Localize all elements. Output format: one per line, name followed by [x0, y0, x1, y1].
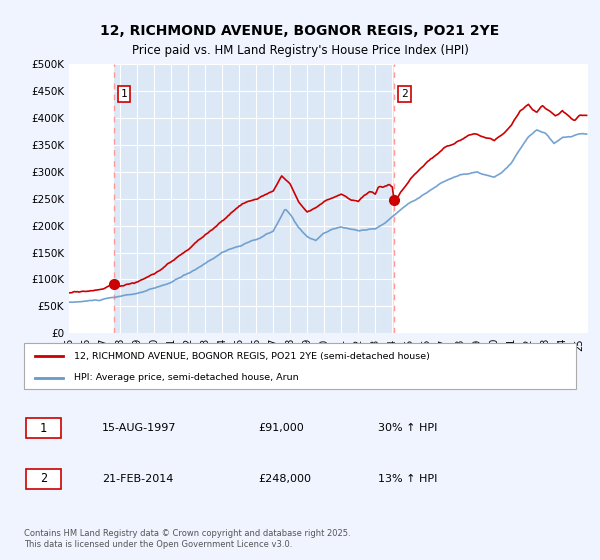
Text: 2: 2: [40, 472, 47, 486]
Text: Contains HM Land Registry data © Crown copyright and database right 2025.
This d: Contains HM Land Registry data © Crown c…: [24, 529, 350, 549]
Text: HPI: Average price, semi-detached house, Arun: HPI: Average price, semi-detached house,…: [74, 373, 298, 382]
Text: 12, RICHMOND AVENUE, BOGNOR REGIS, PO21 2YE (semi-detached house): 12, RICHMOND AVENUE, BOGNOR REGIS, PO21 …: [74, 352, 430, 361]
FancyBboxPatch shape: [26, 418, 61, 438]
FancyBboxPatch shape: [26, 469, 61, 489]
Text: Price paid vs. HM Land Registry's House Price Index (HPI): Price paid vs. HM Land Registry's House …: [131, 44, 469, 57]
Text: 15-AUG-1997: 15-AUG-1997: [102, 423, 176, 433]
Text: 30% ↑ HPI: 30% ↑ HPI: [378, 423, 437, 433]
Text: 1: 1: [121, 89, 127, 99]
Bar: [113, 64, 394, 333]
FancyBboxPatch shape: [24, 343, 576, 389]
Text: 2: 2: [401, 89, 408, 99]
Text: £248,000: £248,000: [258, 474, 311, 484]
Text: 21-FEB-2014: 21-FEB-2014: [102, 474, 173, 484]
Text: 12, RICHMOND AVENUE, BOGNOR REGIS, PO21 2YE: 12, RICHMOND AVENUE, BOGNOR REGIS, PO21 …: [100, 24, 500, 38]
Text: 13% ↑ HPI: 13% ↑ HPI: [378, 474, 437, 484]
Text: £91,000: £91,000: [258, 423, 304, 433]
Text: 1: 1: [40, 422, 47, 435]
